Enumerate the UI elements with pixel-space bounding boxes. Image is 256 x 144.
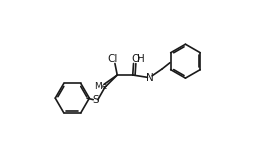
- Text: N: N: [146, 73, 154, 83]
- Text: H: H: [137, 54, 144, 64]
- Text: Cl: Cl: [108, 54, 118, 64]
- Text: S: S: [92, 95, 99, 105]
- Text: Me: Me: [94, 82, 108, 91]
- Text: O: O: [132, 54, 140, 64]
